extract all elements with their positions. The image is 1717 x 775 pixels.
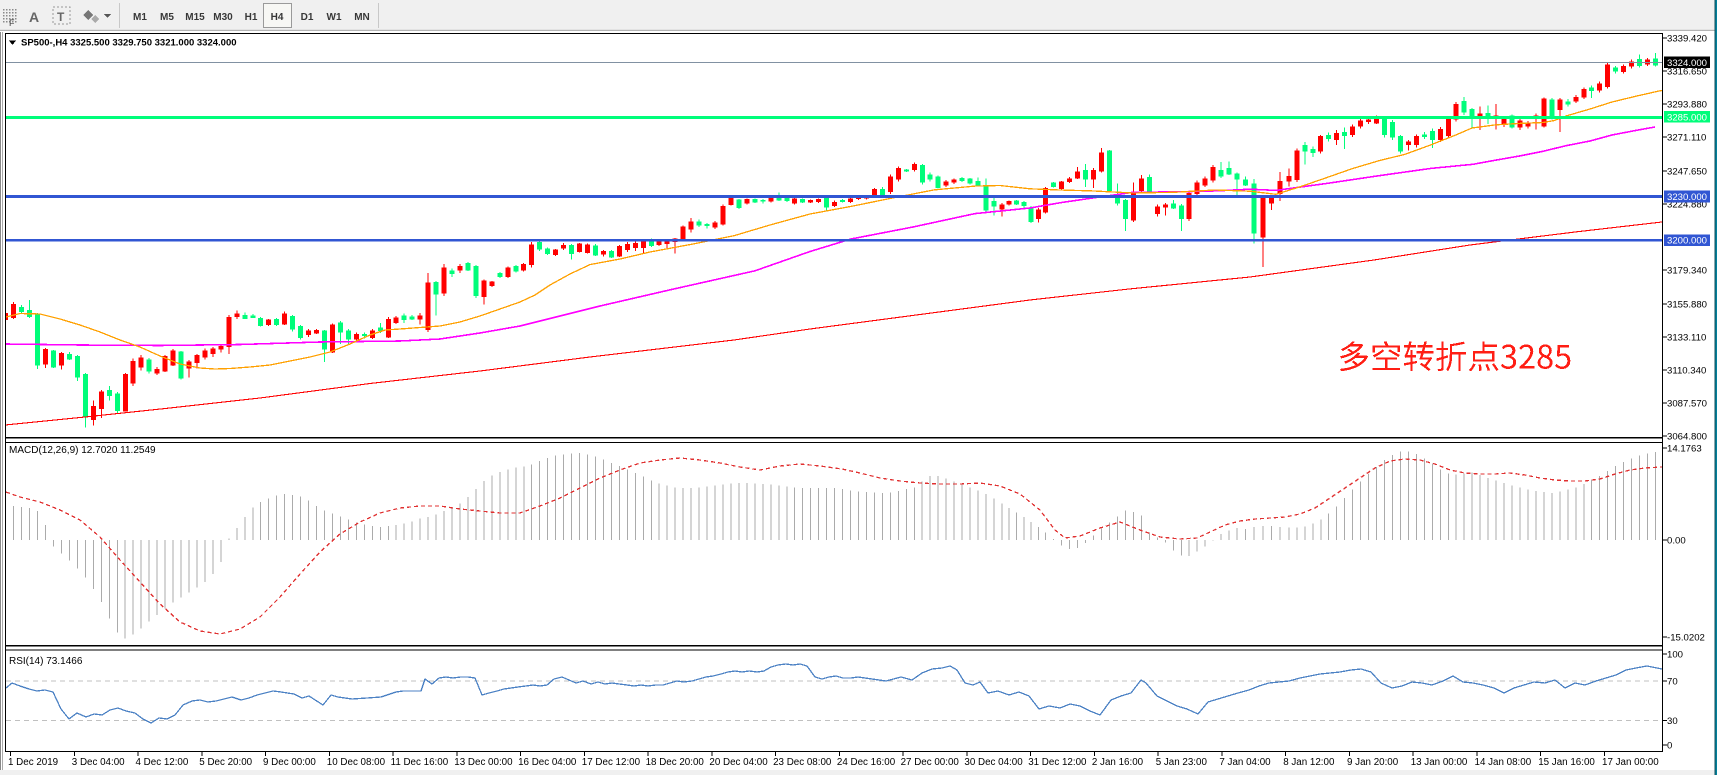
svg-text:2 Jan 16:00: 2 Jan 16:00 <box>1092 757 1144 768</box>
svg-text:M15: M15 <box>185 12 205 23</box>
svg-text:3293.880: 3293.880 <box>1667 99 1707 110</box>
svg-text:15 Jan 16:00: 15 Jan 16:00 <box>1538 757 1595 768</box>
svg-text:3 Dec 04:00: 3 Dec 04:00 <box>72 757 125 768</box>
svg-text:3179.340: 3179.340 <box>1667 265 1707 276</box>
svg-text:27 Dec 00:00: 27 Dec 00:00 <box>901 757 960 768</box>
svg-text:-15.0202: -15.0202 <box>1667 633 1705 644</box>
svg-text:H1: H1 <box>245 12 258 23</box>
svg-text:MACD(12,26,9) 12.7020 11.2549: MACD(12,26,9) 12.7020 11.2549 <box>9 445 156 456</box>
svg-text:10 Dec 08:00: 10 Dec 08:00 <box>327 757 386 768</box>
svg-text:14.1763: 14.1763 <box>1667 444 1702 455</box>
svg-text:0.00: 0.00 <box>1667 536 1686 547</box>
svg-text:3324.000: 3324.000 <box>1667 58 1707 69</box>
svg-text:1 Dec 2019: 1 Dec 2019 <box>8 757 58 768</box>
svg-text:3316.650: 3316.650 <box>1667 66 1707 77</box>
svg-text:D1: D1 <box>301 12 314 23</box>
svg-text:18 Dec 20:00: 18 Dec 20:00 <box>646 757 705 768</box>
svg-text:8 Jan 12:00: 8 Jan 12:00 <box>1283 757 1335 768</box>
svg-text:H4: H4 <box>271 12 284 23</box>
svg-text:9 Dec 00:00: 9 Dec 00:00 <box>263 757 316 768</box>
svg-text:T: T <box>57 10 65 24</box>
svg-text:3339.420: 3339.420 <box>1667 33 1707 44</box>
svg-text:3230.000: 3230.000 <box>1667 192 1707 203</box>
svg-text:31 Dec 12:00: 31 Dec 12:00 <box>1028 757 1087 768</box>
svg-text:3087.570: 3087.570 <box>1667 399 1707 410</box>
svg-text:13 Dec 00:00: 13 Dec 00:00 <box>454 757 513 768</box>
svg-text:W1: W1 <box>327 12 342 23</box>
svg-text:24 Dec 16:00: 24 Dec 16:00 <box>837 757 896 768</box>
svg-text:M30: M30 <box>213 12 233 23</box>
svg-text:3133.110: 3133.110 <box>1667 332 1706 343</box>
svg-text:5 Dec 20:00: 5 Dec 20:00 <box>199 757 252 768</box>
svg-text:17 Dec 12:00: 17 Dec 12:00 <box>582 757 641 768</box>
svg-text:3224.880: 3224.880 <box>1667 199 1707 210</box>
svg-text:9 Jan 20:00: 9 Jan 20:00 <box>1347 757 1399 768</box>
svg-text:13 Jan 00:00: 13 Jan 00:00 <box>1411 757 1468 768</box>
svg-text:16 Dec 04:00: 16 Dec 04:00 <box>518 757 577 768</box>
svg-text:A: A <box>29 9 39 25</box>
svg-text:MN: MN <box>354 12 370 23</box>
svg-text:M1: M1 <box>133 12 147 23</box>
svg-text:3271.110: 3271.110 <box>1667 132 1706 143</box>
svg-text:F: F <box>9 18 15 28</box>
svg-text:3064.800: 3064.800 <box>1667 432 1707 443</box>
svg-text:SP500-,H4 3325.500 3329.750 3: SP500-,H4 3325.500 3329.750 3321.000 332… <box>21 38 237 49</box>
svg-text:30 Dec 04:00: 30 Dec 04:00 <box>964 757 1023 768</box>
svg-text:11 Dec 16:00: 11 Dec 16:00 <box>391 757 449 768</box>
svg-text:3110.340: 3110.340 <box>1667 366 1706 377</box>
svg-text:RSI(14) 73.1466: RSI(14) 73.1466 <box>9 656 83 667</box>
svg-text:17 Jan 00:00: 17 Jan 00:00 <box>1602 757 1659 768</box>
svg-text:4 Dec 12:00: 4 Dec 12:00 <box>136 757 189 768</box>
svg-text:30: 30 <box>1667 716 1678 727</box>
svg-text:20 Dec 04:00: 20 Dec 04:00 <box>709 757 768 768</box>
svg-text:7 Jan 04:00: 7 Jan 04:00 <box>1219 757 1271 768</box>
svg-text:3247.650: 3247.650 <box>1667 166 1707 177</box>
svg-text:100: 100 <box>1667 650 1683 661</box>
svg-text:5 Jan 23:00: 5 Jan 23:00 <box>1156 757 1208 768</box>
svg-text:3285.000: 3285.000 <box>1667 112 1707 123</box>
svg-text:3155.880: 3155.880 <box>1667 299 1707 310</box>
svg-text:M5: M5 <box>160 12 174 23</box>
svg-text:23 Dec 08:00: 23 Dec 08:00 <box>773 757 832 768</box>
svg-text:70: 70 <box>1667 677 1678 688</box>
svg-text:14 Jan 08:00: 14 Jan 08:00 <box>1475 757 1532 768</box>
svg-text:0: 0 <box>1667 741 1672 752</box>
svg-text:3200.000: 3200.000 <box>1667 236 1707 247</box>
